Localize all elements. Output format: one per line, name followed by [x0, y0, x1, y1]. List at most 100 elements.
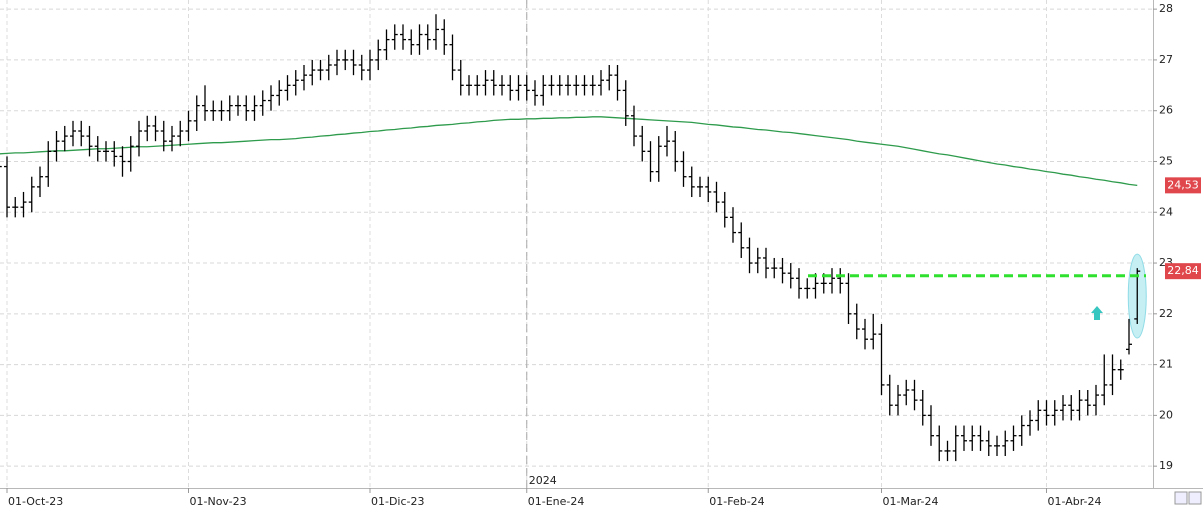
ohlc-bar: [705, 176, 712, 203]
scroll-button[interactable]: [1188, 491, 1202, 505]
ohlc-bar: [433, 14, 439, 50]
ohlc-bar: [185, 110, 192, 142]
ohlc-bar: [202, 85, 208, 121]
ohlc-bar: [688, 166, 695, 198]
up-arrow: [1091, 306, 1103, 320]
ohlc-bar: [4, 156, 10, 218]
ohlc-bar: [746, 237, 753, 274]
ohlc-bar: [317, 59, 324, 81]
ohlc-bar: [309, 59, 316, 86]
ohlc-bar: [276, 80, 283, 106]
price-label-box: [1165, 263, 1201, 280]
ohlc-bar: [804, 278, 811, 299]
ohlc-bar: [911, 379, 918, 411]
ohlc-bar: [853, 303, 860, 340]
ohlc-bar: [1134, 268, 1141, 324]
ohlc-bar: [515, 75, 522, 101]
x-tick-label: 01-Dic-23: [371, 495, 425, 508]
ohlc-bar: [193, 95, 200, 132]
ohlc-bar: [375, 39, 382, 71]
ohlc-bar: [589, 75, 596, 96]
ohlc-bar: [952, 425, 959, 462]
ohlc-bar: [532, 80, 538, 106]
ohlc-bar: [243, 95, 250, 121]
ohlc-bar: [919, 389, 926, 426]
ohlc-bar: [53, 131, 60, 162]
ohlc-bar: [754, 247, 761, 274]
ohlc-bar: [61, 125, 68, 152]
ohlc-bar: [886, 374, 893, 416]
ohlc-bar: [1093, 384, 1099, 416]
ohlc-bar: [598, 70, 604, 96]
ohlc-bar: [1027, 410, 1033, 436]
scroll-button[interactable]: [1174, 491, 1188, 505]
ohlc-bar: [400, 24, 406, 50]
ohlc-bar: [796, 268, 802, 299]
ohlc-bar: [936, 425, 943, 462]
y-tick-label: 27: [1159, 53, 1173, 66]
ohlc-bar: [713, 181, 720, 213]
ohlc-bar: [94, 136, 101, 162]
x-tick-label: 01-Abr-24: [1048, 495, 1102, 508]
ohlc-bar: [499, 75, 505, 96]
ohlc-bar: [1018, 415, 1025, 446]
ohlc-bar: [342, 49, 349, 71]
ohlc-bar: [548, 75, 555, 96]
ohlc-bar: [738, 222, 745, 258]
ohlc-bar: [985, 430, 992, 457]
ohlc-bar: [647, 141, 654, 182]
x-tick-label: 01-Nov-23: [190, 495, 247, 508]
ohlc-bar: [862, 318, 868, 350]
ohlc-bar: [1043, 400, 1050, 426]
y-tick-label: 19: [1159, 459, 1173, 472]
ohlc-bar: [1084, 389, 1091, 416]
ohlc-bar: [127, 136, 134, 172]
y-tick-label: 24: [1159, 205, 1173, 218]
ohlc-bar: [136, 120, 142, 157]
x-tick-label: 01-Mar-24: [883, 495, 939, 508]
ohlc-bar: [490, 70, 497, 96]
ohlc-bar: [961, 425, 967, 451]
ohlc-bar: [837, 268, 844, 294]
ohlc-bar: [78, 120, 85, 147]
ohlc-bar: [581, 75, 588, 96]
ohlc-bar: [895, 384, 901, 416]
x-tick-label: 01-Ene-24: [528, 495, 585, 508]
ohlc-bar: [845, 273, 852, 324]
ohlc-bar: [565, 75, 571, 96]
ohlc-bar: [680, 151, 687, 187]
ohlc-bar: [482, 70, 489, 96]
y-tick-label: 25: [1159, 154, 1173, 167]
price-label: 24,53: [1167, 178, 1199, 191]
ohlc-bar: [86, 125, 93, 157]
ohlc-bar: [994, 435, 1000, 457]
ohlc-bar: [606, 64, 613, 91]
ohlc-bar: [383, 29, 390, 60]
ohlc-bar: [928, 405, 934, 446]
ohlc-bar: [944, 440, 951, 462]
ohlc-bar: [631, 105, 637, 147]
ohlc-bar: [977, 425, 984, 451]
ohlc-bar: [70, 120, 76, 147]
ohlc-bar: [614, 64, 621, 101]
ohlc-bar: [20, 191, 27, 218]
ohlc-bar: [730, 207, 736, 243]
ohlc-bar: [1126, 318, 1132, 355]
x-tick-label: 01-Oct-23: [8, 495, 63, 508]
ohlc-bar: [358, 54, 365, 81]
ohlc-bar: [573, 75, 580, 96]
moving-average: [0, 116, 1138, 186]
ohlc-bar: [1076, 389, 1083, 421]
ohlc-bar: [424, 24, 431, 50]
ohlc-bar: [210, 100, 217, 121]
ohlc-bar: [812, 273, 819, 299]
ohlc-bar: [697, 176, 703, 198]
ohlc-bar: [235, 95, 241, 116]
ohlc-bar: [325, 54, 332, 81]
ohlc-bar: [655, 136, 662, 182]
ohlc-bar: [1010, 425, 1017, 451]
ohlc-bar: [152, 115, 159, 142]
ohlc-bar: [28, 176, 35, 213]
ohlc-bar: [144, 115, 151, 142]
